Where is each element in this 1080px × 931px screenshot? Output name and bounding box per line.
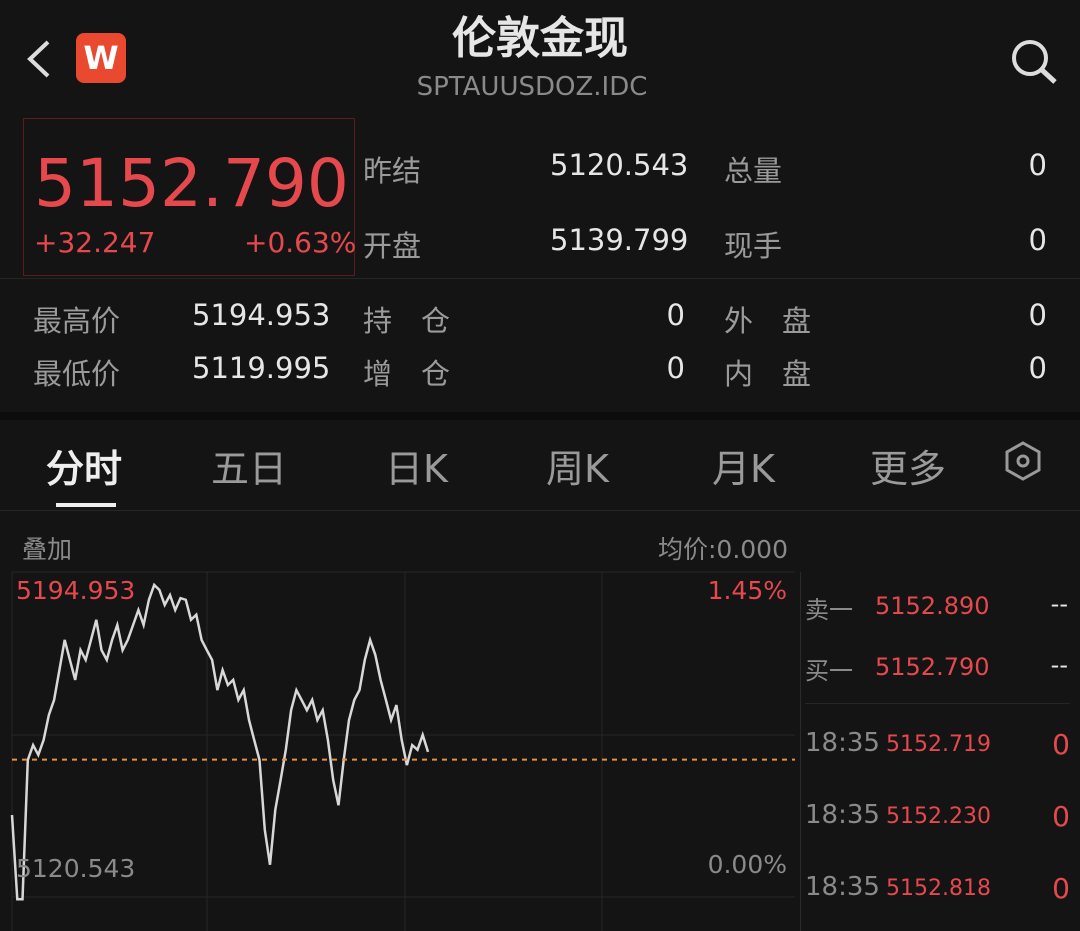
stat-label: 最低价 — [33, 357, 121, 391]
chart-settings-button[interactable] — [1003, 440, 1043, 486]
tick-volume: 0 — [1052, 800, 1070, 833]
tab-five-day[interactable]: 五日 — [211, 447, 288, 491]
active-tab-indicator — [56, 503, 116, 507]
tab-daily-k[interactable]: 日K — [385, 447, 448, 491]
stat-value: 0 — [1028, 148, 1047, 182]
tab-intraday[interactable]: 分时 — [46, 447, 123, 491]
y-top-label: 5194.953 — [16, 576, 136, 605]
stat-value: 0 — [1028, 223, 1047, 257]
tick-row: 18:35 5152.230 0 — [805, 800, 1070, 840]
stat-value: 5194.953 — [192, 298, 331, 332]
page-title: 伦敦金现 — [452, 13, 628, 64]
chevron-left-icon — [27, 40, 50, 78]
tab-weekly-k[interactable]: 周K — [546, 447, 609, 491]
hexagon-settings-icon — [1005, 441, 1041, 481]
tick-row: 18:35 5152.719 0 — [805, 728, 1070, 768]
stat-label: 现手 — [724, 229, 783, 263]
tick-volume: 0 — [1052, 872, 1070, 905]
stat-value: 0 — [1028, 351, 1047, 385]
tab-more[interactable]: 更多 — [870, 447, 947, 491]
search-icon — [1012, 40, 1057, 84]
tick-price: 5152.719 — [886, 732, 991, 757]
ask-volume: -- — [1050, 590, 1068, 618]
search-button[interactable] — [1008, 36, 1060, 90]
ask-price: 5152.890 — [875, 592, 990, 620]
price-change-pct: +0.63% — [244, 226, 357, 259]
price-line — [10, 582, 430, 901]
stat-label: 最高价 — [33, 304, 121, 338]
price-change: +32.247 — [34, 226, 156, 259]
overlay-button[interactable]: 叠加 — [22, 535, 73, 564]
tick-time: 18:35 — [805, 800, 880, 830]
stat-label: 增 仓 — [363, 357, 451, 391]
stat-label: 昨结 — [363, 154, 422, 188]
tick-price: 5152.818 — [886, 876, 991, 901]
pct-bottom-label: 0.00% — [707, 850, 787, 879]
back-button[interactable] — [24, 36, 54, 82]
pct-top-label: 1.45% — [707, 576, 787, 605]
stat-value: 0 — [1028, 298, 1047, 332]
bid-price: 5152.790 — [875, 653, 990, 681]
stat-label: 开盘 — [363, 229, 422, 263]
tick-volume: 0 — [1052, 728, 1070, 761]
tick-row: 18:35 5152.818 0 — [805, 872, 1070, 912]
ask-label: 卖一 — [805, 596, 853, 624]
stat-label: 内 盘 — [724, 357, 812, 391]
stat-value: 5120.543 — [550, 148, 689, 182]
stat-value: 5139.799 — [550, 223, 689, 257]
stat-value: 0 — [666, 351, 685, 385]
stat-label: 总量 — [724, 154, 783, 188]
avg-price-label: 均价:0.000 — [658, 535, 788, 564]
stat-value: 5119.995 — [192, 351, 331, 385]
tab-monthly-k[interactable]: 月K — [712, 447, 775, 491]
y-bottom-label: 5120.543 — [16, 854, 136, 883]
tick-time: 18:35 — [805, 872, 880, 902]
stat-label: 持 仓 — [363, 304, 451, 338]
stat-label: 外 盘 — [724, 304, 812, 338]
app-logo: W — [76, 33, 126, 83]
instrument-code: SPTAUUSDOZ.IDC — [416, 72, 648, 102]
last-price: 5152.790 — [34, 145, 349, 222]
tick-price: 5152.230 — [886, 804, 991, 829]
stat-value: 0 — [666, 298, 685, 332]
bid-volume: -- — [1050, 651, 1068, 679]
intraday-chart[interactable] — [0, 560, 800, 931]
bid-label: 买一 — [805, 657, 853, 685]
tick-time: 18:35 — [805, 728, 880, 758]
quote-box — [23, 118, 355, 276]
